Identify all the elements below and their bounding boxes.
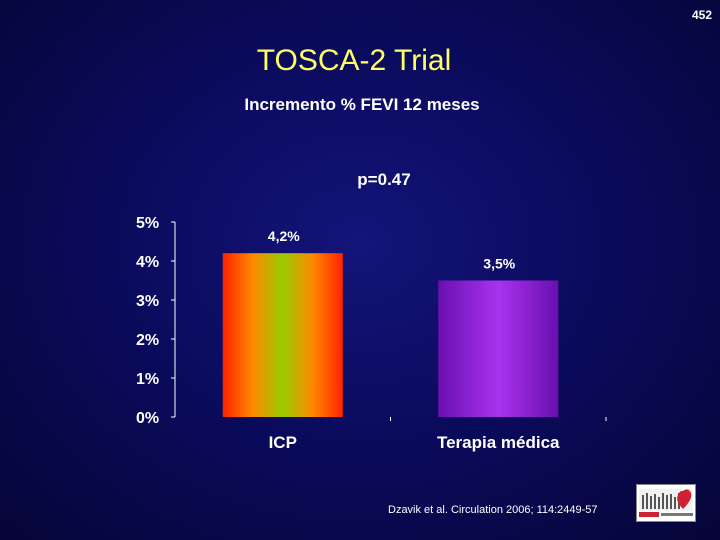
bar-0 xyxy=(222,253,343,417)
chart-subtitle: Incremento % FEVI 12 meses xyxy=(244,95,480,114)
y-tick-label: 4% xyxy=(136,254,159,271)
y-tick-label: 3% xyxy=(136,293,159,310)
data-label-0: 4,2% xyxy=(268,228,300,244)
category-label-1: Terapia médica xyxy=(437,433,560,452)
slide-number: 452 xyxy=(691,8,712,22)
p-value-label: p=0.47 xyxy=(357,170,411,189)
y-tick-label: 1% xyxy=(136,371,159,388)
category-label-0: ICP xyxy=(269,433,297,452)
bar-1 xyxy=(438,280,559,417)
y-tick-label: 2% xyxy=(136,332,159,349)
hospital-logo-icon xyxy=(636,484,696,522)
citation: Dzavik et al. Circulation 2006; 114:2449… xyxy=(388,504,598,516)
slide-title: TOSCA-2 Trial xyxy=(256,44,452,77)
data-label-1: 3,5% xyxy=(483,256,515,272)
y-tick-label: 0% xyxy=(136,410,159,427)
y-tick-label: 5% xyxy=(136,215,159,232)
